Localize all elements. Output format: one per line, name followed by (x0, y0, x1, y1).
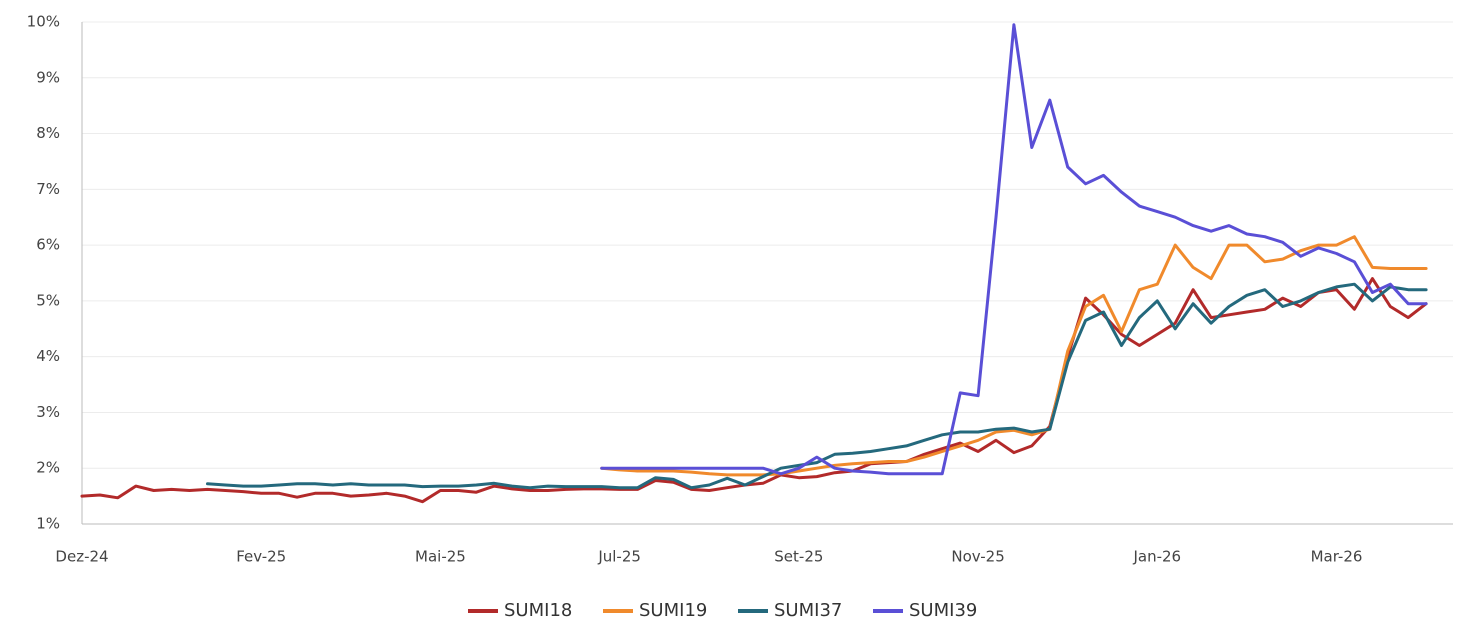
y-tick-label: 4% (36, 347, 60, 365)
legend: SUMI18 SUMI19 SUMI37 SUMI39 (468, 600, 977, 621)
x-tick-label: Nov-25 (951, 548, 1004, 566)
y-tick-label: 2% (36, 459, 60, 477)
series-line (206, 282, 1428, 490)
legend-label: SUMI39 (909, 600, 977, 621)
x-tick-label: Mai-25 (415, 548, 466, 566)
y-tick-label: 9% (36, 68, 60, 86)
y-tick-label: 3% (36, 403, 60, 421)
x-tick-label: Jan-26 (1132, 548, 1181, 566)
legend-label: SUMI37 (774, 600, 842, 621)
x-tick-label: Dez-24 (55, 548, 108, 566)
series-line (600, 23, 1428, 476)
y-tick-label: 1% (36, 515, 60, 533)
x-tick-label: Mar-26 (1311, 548, 1363, 566)
y-tick-label: 10% (27, 13, 60, 31)
x-tick-label: Fev-25 (236, 548, 286, 566)
x-tick-label: Jul-25 (597, 548, 641, 566)
legend-label: SUMI18 (504, 600, 572, 621)
x-tick-label: Set-25 (774, 548, 823, 566)
series-line (80, 277, 1428, 504)
y-tick-label: 7% (36, 180, 60, 198)
y-tick-label: 8% (36, 124, 60, 142)
y-tick-label: 5% (36, 291, 60, 309)
series-line (600, 235, 1428, 477)
legend-label: SUMI19 (639, 600, 707, 621)
y-tick-label: 6% (36, 236, 60, 254)
